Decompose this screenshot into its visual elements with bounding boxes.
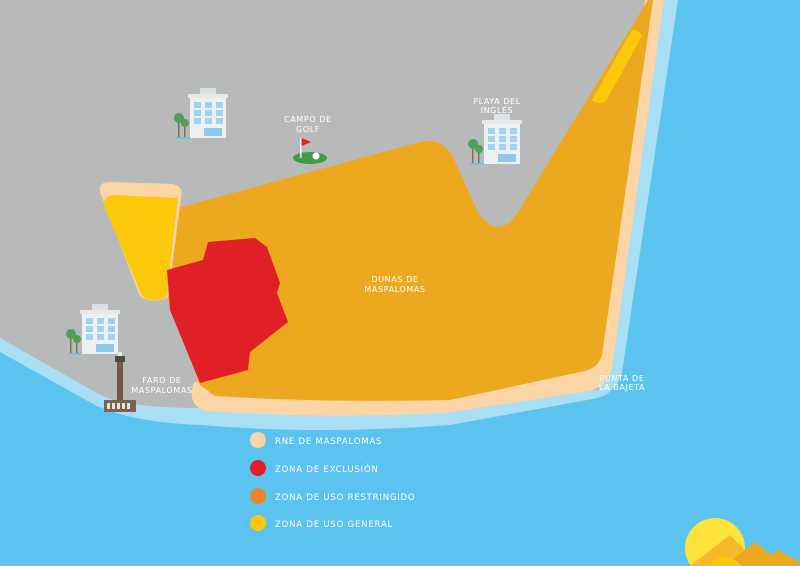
label-golf-2: GOLF [296,125,320,134]
label-playa-1: PLAYA DEL [473,97,521,106]
golf-flag-icon [293,138,327,164]
legend-item-rne: RNE DE MASPALOMAS [250,432,382,448]
label-punta-1: PUNTA DE [600,374,645,383]
label-playa-2: INGLÉS [481,104,514,115]
legend-label: ZONA DE USO GENERAL [275,520,393,530]
label-faro-1: FARO DE [142,376,181,385]
label-faro-2: MASPALOMAS [131,386,192,395]
legend-item-exclusion: ZONA DE EXCLUSIÓN [250,460,379,476]
label-dunas-2: MASPALOMAS [364,285,425,294]
zone-exclusion [167,238,288,383]
label-punta-2: LA BAJETA [599,383,645,392]
legend-item-restringido: ZONA DE USO RESTRINGIDO [250,488,415,504]
zone-uso-general-west [103,195,178,301]
label-dunas-1: DUNAS DE [371,275,418,284]
legend-item-general: ZONA DE USO GENERAL [250,515,393,531]
zone-uso-restringido [168,0,653,401]
legend-label: ZONA DE EXCLUSIÓN [275,463,379,475]
legend-label: ZONA DE USO RESTRINGIDO [275,493,415,503]
lighthouse-icon [104,352,136,412]
legend: RNE DE MASPALOMAS ZONA DE EXCLUSIÓN ZONA… [250,432,415,531]
sun-dunes-logo-icon [685,518,800,566]
label-golf-1: CAMPO DE [284,115,332,124]
zone-uso-general-east [592,29,642,104]
legend-label: RNE DE MASPALOMAS [275,437,382,447]
